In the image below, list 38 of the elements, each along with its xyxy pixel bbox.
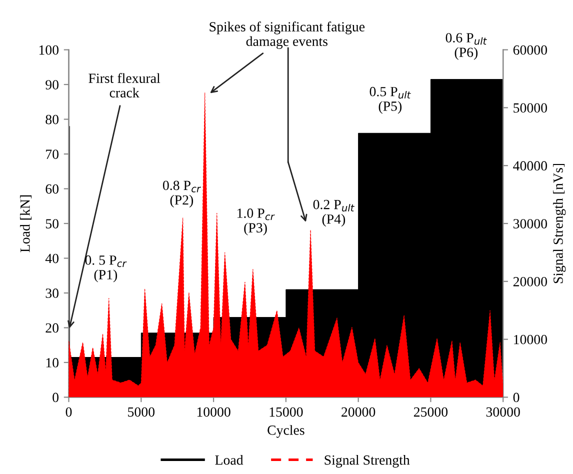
annotation: 0. 5 P$_{cr}$ (P1) bbox=[85, 255, 127, 282]
y-axis-title: Load [kN] bbox=[20, 195, 32, 252]
annotation: 1.0 P$_{cr}$ (P3) bbox=[238, 208, 275, 236]
y-tick-label: 30 bbox=[46, 288, 59, 298]
x-tick-label: 15000 bbox=[270, 407, 303, 417]
y-tick-label: 60 bbox=[46, 184, 59, 194]
y2-axis-title: Signal Strength [nVs] bbox=[553, 164, 566, 284]
y2-tick-label: 30000 bbox=[513, 219, 548, 228]
annotation: 0.8 P$_{cr}$ (P2) bbox=[162, 180, 201, 208]
x-tick-label: 10000 bbox=[197, 407, 230, 417]
legend-label: Signal Strength bbox=[324, 454, 410, 468]
y-tick-label: 10 bbox=[46, 358, 59, 368]
y2-tick-label: 40000 bbox=[513, 161, 548, 171]
y2-tick-label: 50000 bbox=[514, 103, 548, 113]
annotation: 0.5 P$_{ult}$ (P5) bbox=[370, 86, 411, 114]
x-axis-title: Cycles bbox=[268, 425, 304, 438]
y-tick-label: 80 bbox=[46, 114, 59, 124]
y2-tick-label: 0 bbox=[513, 392, 520, 402]
y2-tick-label: 60000 bbox=[513, 45, 548, 55]
annotation: First flexural crack bbox=[88, 73, 160, 98]
y-tick-label: 50 bbox=[46, 219, 59, 228]
y-tick-label: 70 bbox=[46, 150, 59, 159]
x-tick-label: 0 bbox=[66, 407, 72, 417]
annotation: 0.2 P$_{ult}$ (P4) bbox=[313, 200, 354, 227]
y2-tick-label: 20000 bbox=[513, 276, 548, 286]
x-tick-label: 20000 bbox=[342, 407, 376, 417]
annotation: Spikes of significant fatigue damage events bbox=[210, 22, 365, 49]
y-tick-label: 20 bbox=[46, 323, 59, 333]
x-tick-label: 30000 bbox=[486, 407, 520, 417]
y-tick-label: 40 bbox=[45, 254, 59, 264]
y2-tick-label: 10000 bbox=[514, 334, 548, 344]
x-tick-label: 25000 bbox=[414, 407, 448, 417]
y-tick-label: 100 bbox=[39, 45, 59, 55]
legend-label: Load bbox=[215, 454, 244, 465]
x-tick-label: 5000 bbox=[128, 407, 155, 417]
y-tick-label: 90 bbox=[46, 80, 59, 90]
annotation: 0.6 P$_{ult}$ (P6) bbox=[446, 33, 487, 60]
y-tick-label: 0 bbox=[52, 392, 59, 402]
